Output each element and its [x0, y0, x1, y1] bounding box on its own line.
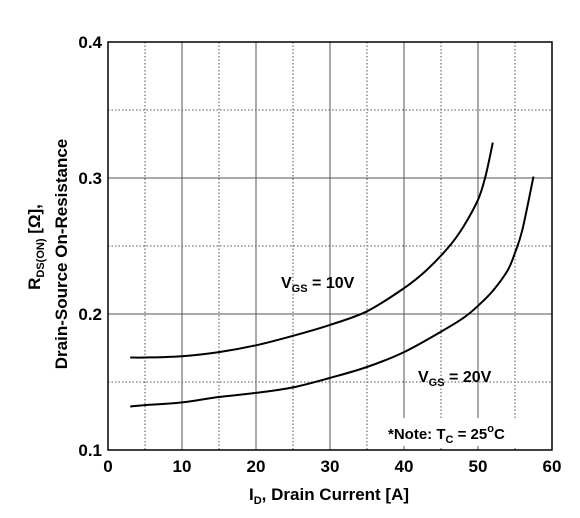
- plot-frame: [107, 41, 553, 451]
- x-tick-label: 60: [543, 457, 562, 476]
- y-axis-title-rest: [Ω],: [25, 204, 44, 238]
- y-axis-title-main: R: [25, 278, 44, 290]
- note-background: [384, 418, 542, 446]
- x-tick-label: 10: [173, 457, 192, 476]
- y-tick-label: 0.4: [78, 33, 102, 52]
- x-tick-label: 20: [247, 457, 266, 476]
- grid-lines: [108, 42, 552, 450]
- x-axis-title-sub: D: [254, 495, 262, 507]
- y-tick-label: 0.1: [78, 441, 102, 460]
- x-axis-title: ID, Drain Current [A]: [249, 485, 409, 507]
- series-label-vgs-20v: VGS = 20V: [418, 369, 492, 389]
- y-axis-title-sub: DS(ON): [35, 238, 47, 277]
- x-tick-label: 0: [103, 457, 112, 476]
- note-annotation: *Note: TC = 25oC: [388, 423, 505, 446]
- y-tick-label: 0.3: [78, 169, 102, 188]
- series-label-vgs-10v: VGS = 10V: [281, 275, 355, 295]
- tick-labels: 0 10 20 30 40 50 60 0.1 0.2 0.3 0.4: [78, 33, 561, 476]
- x-axis-title-rest: , Drain Current [A]: [262, 485, 409, 504]
- x-tick-label: 30: [321, 457, 340, 476]
- x-tick-label: 40: [395, 457, 414, 476]
- x-tick-label: 50: [469, 457, 488, 476]
- series-line-vgs-10v: [130, 142, 494, 359]
- y-axis-title-line2: Drain-Source On-Resistance: [52, 139, 71, 370]
- y-axis-title-line1: RDS(ON) [Ω],: [25, 204, 47, 290]
- series-lines: [130, 142, 535, 408]
- x-axis-title-main: I: [249, 485, 254, 504]
- y-tick-label: 0.2: [78, 305, 102, 324]
- series-line-vgs-20v: [130, 176, 535, 408]
